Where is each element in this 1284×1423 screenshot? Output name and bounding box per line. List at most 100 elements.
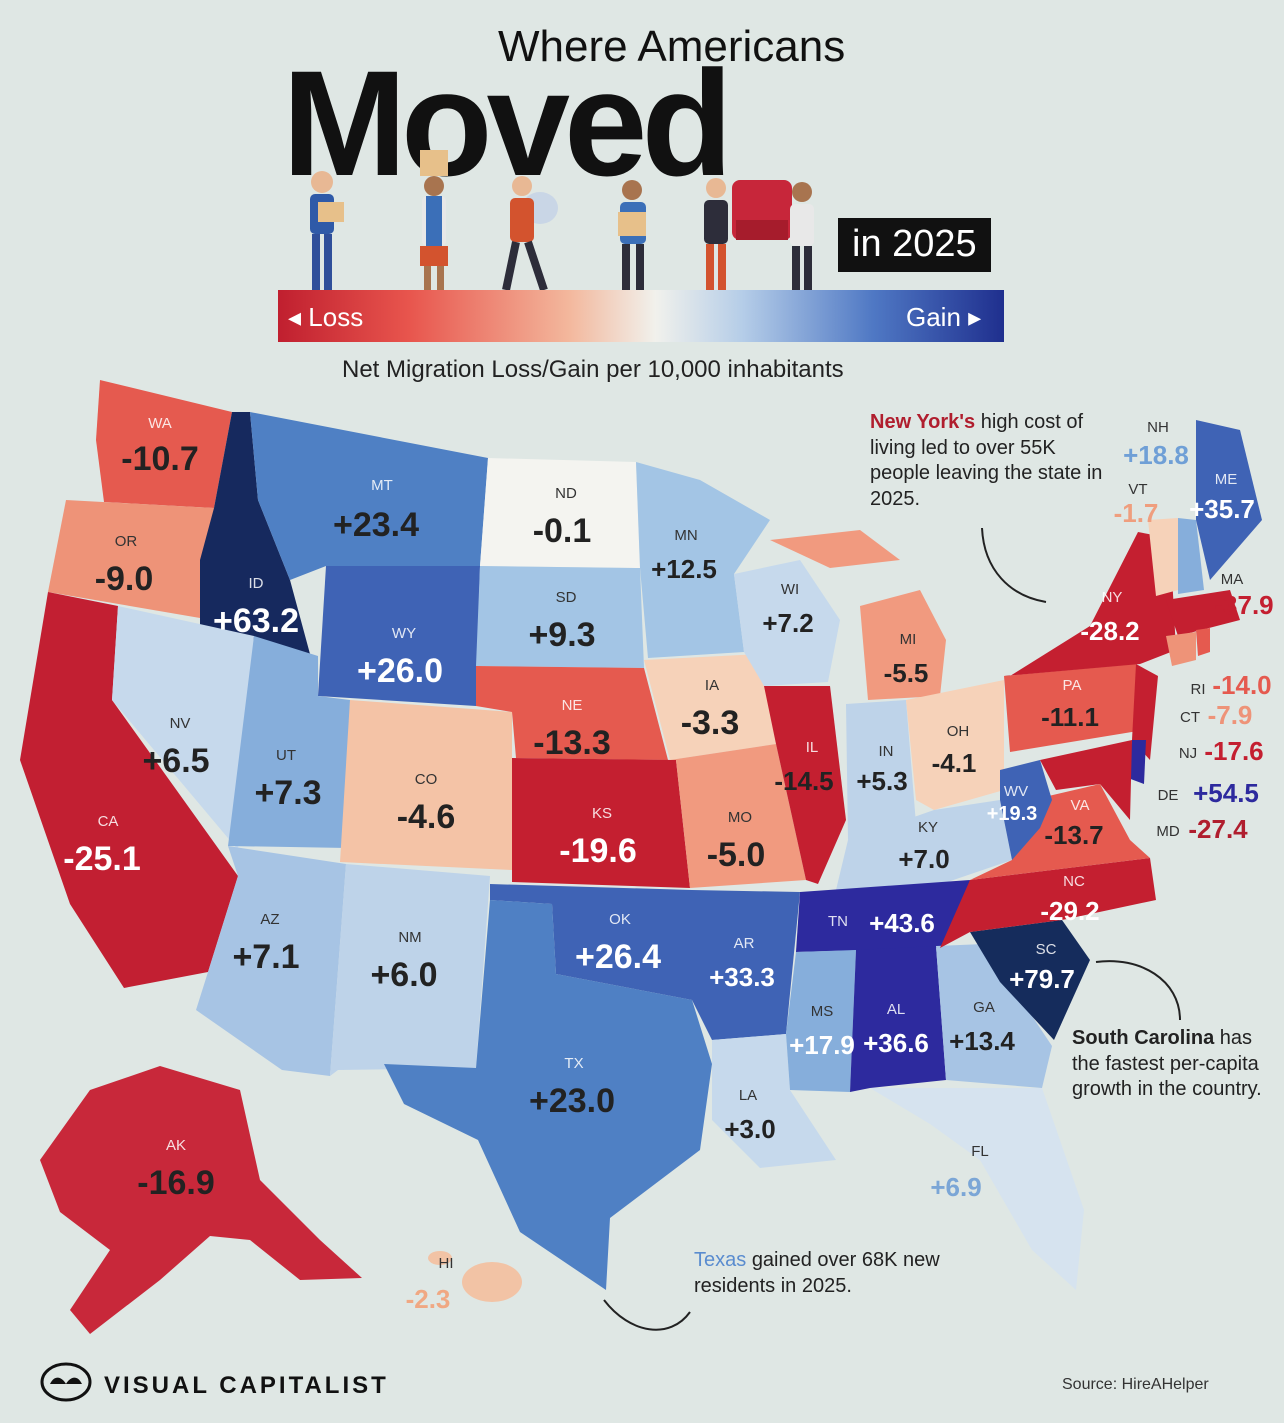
state-NC	[940, 858, 1156, 948]
state-CT	[1166, 632, 1196, 666]
label-value-OH: -4.1	[932, 748, 977, 778]
state-ND	[480, 458, 640, 568]
movers-illustration	[310, 150, 814, 292]
label-value-AZ: +7.1	[232, 938, 299, 976]
state-VT	[1148, 518, 1178, 596]
label-abbr-NH: NH	[1147, 419, 1169, 436]
state-NY	[1004, 532, 1176, 676]
label-abbr-HI: HI	[439, 1255, 454, 1272]
state-WY	[318, 566, 480, 706]
label-value-VA: -13.7	[1044, 820, 1103, 850]
arrow-left-icon: ◂	[288, 302, 309, 332]
label-abbr-DE: DE	[1158, 787, 1179, 804]
source-note: Source: HireAHelper	[1062, 1376, 1209, 1393]
mover-figure-2-icon	[420, 150, 448, 290]
label-abbr-WY: WY	[392, 625, 416, 642]
label-abbr-GA: GA	[973, 999, 995, 1016]
label-value-MS: +17.9	[789, 1030, 855, 1060]
legend-caption: Net Migration Loss/Gain per 10,000 inhab…	[342, 356, 844, 383]
state-MD	[1040, 740, 1132, 820]
state-HI	[462, 1262, 522, 1302]
label-abbr-SD: SD	[556, 589, 577, 606]
label-abbr-NC: NC	[1063, 873, 1085, 890]
label-value-MN: +12.5	[651, 554, 717, 584]
label-value-MI: -5.5	[884, 658, 929, 688]
arrow-right-icon: ▸	[960, 302, 982, 332]
label-value-WY: +26.0	[357, 652, 443, 690]
label-value-AK: -16.9	[137, 1164, 215, 1202]
state-SC	[970, 920, 1090, 1040]
state-MS	[786, 950, 856, 1092]
label-value-TX: +23.0	[529, 1082, 615, 1120]
mover-figure-5-icon	[704, 178, 814, 290]
state-AK	[40, 1066, 362, 1334]
label-abbr-IA: IA	[705, 677, 719, 694]
state-NV	[112, 606, 254, 850]
label-value-MO: -5.0	[707, 836, 766, 874]
label-abbr-LA: LA	[739, 1087, 757, 1104]
label-value-NC: -29.2	[1040, 896, 1099, 926]
label-abbr-AZ: AZ	[260, 911, 279, 928]
state-WA	[96, 380, 232, 508]
state-MI	[860, 590, 946, 700]
state-AZ	[196, 846, 346, 1076]
header-subtitle: Where Americans	[498, 22, 846, 71]
label-abbr-TN: TN	[828, 913, 848, 930]
label-value-LA: +3.0	[724, 1114, 775, 1144]
state-MO	[670, 744, 806, 888]
legend-loss-label: ◂ Loss	[288, 302, 364, 332]
label-abbr-SC: SC	[1036, 941, 1057, 958]
state-MA	[1166, 590, 1240, 636]
state-NM	[330, 864, 490, 1076]
state-ME	[1196, 420, 1262, 580]
visual-capitalist-logo-icon	[40, 1362, 92, 1402]
state-WI	[734, 560, 840, 686]
state-NH	[1178, 518, 1204, 594]
label-abbr-KS: KS	[592, 805, 612, 822]
label-value-GA: +13.4	[949, 1026, 1015, 1056]
label-abbr-OR: OR	[115, 533, 138, 550]
label-abbr-CT: CT	[1180, 709, 1200, 726]
label-abbr-NE: NE	[562, 697, 583, 714]
annotation-texas: Texas gained over 68K new residents in 2…	[694, 1249, 940, 1297]
state-IA	[644, 654, 776, 760]
label-abbr-AL: AL	[887, 1001, 905, 1018]
label-value-CO: -4.6	[397, 798, 456, 836]
state-TX	[384, 900, 712, 1290]
label-value-FL: +6.9	[930, 1172, 981, 1202]
tx-arrow-icon	[603, 1299, 691, 1331]
label-abbr-UT: UT	[276, 747, 296, 764]
state-SD	[476, 566, 644, 668]
label-abbr-MO: MO	[728, 809, 752, 826]
label-value-MA: -37.9	[1214, 590, 1273, 620]
label-abbr-MT: MT	[371, 477, 393, 494]
label-abbr-MS: MS	[811, 1003, 834, 1020]
label-abbr-AR: AR	[734, 935, 755, 952]
state-KY	[836, 800, 1012, 890]
mover-figure-1-icon	[310, 171, 344, 290]
label-value-RI: -14.0	[1212, 670, 1271, 700]
state-OK	[490, 884, 692, 1000]
label-value-PA: -11.1	[1041, 702, 1099, 732]
state-ID	[200, 412, 310, 654]
label-abbr-MA: MA	[1221, 571, 1244, 588]
label-value-AL: +36.6	[863, 1028, 929, 1058]
label-value-ID: +63.2	[213, 602, 299, 640]
label-abbr-NJ: NJ	[1179, 745, 1197, 762]
label-value-SD: +9.3	[528, 616, 595, 654]
label-abbr-CO: CO	[415, 771, 438, 788]
label-abbr-MN: MN	[674, 527, 697, 544]
state-OR	[48, 500, 214, 618]
state-IL	[764, 686, 846, 884]
label-value-CT: -7.9	[1208, 700, 1253, 730]
label-value-KY: +7.0	[898, 844, 949, 874]
state-labels: WA -10.7 OR -9.0 CA -25.1 ID +63.2 NV +6…	[63, 415, 1273, 1314]
label-value-CA: -25.1	[63, 840, 141, 878]
label-abbr-KY: KY	[918, 819, 938, 836]
state-RI	[1196, 628, 1210, 656]
ny-arrow-icon	[981, 527, 1047, 603]
label-value-WI: +7.2	[762, 608, 813, 638]
header-title: Moved	[282, 39, 733, 207]
label-abbr-WA: WA	[148, 415, 172, 432]
